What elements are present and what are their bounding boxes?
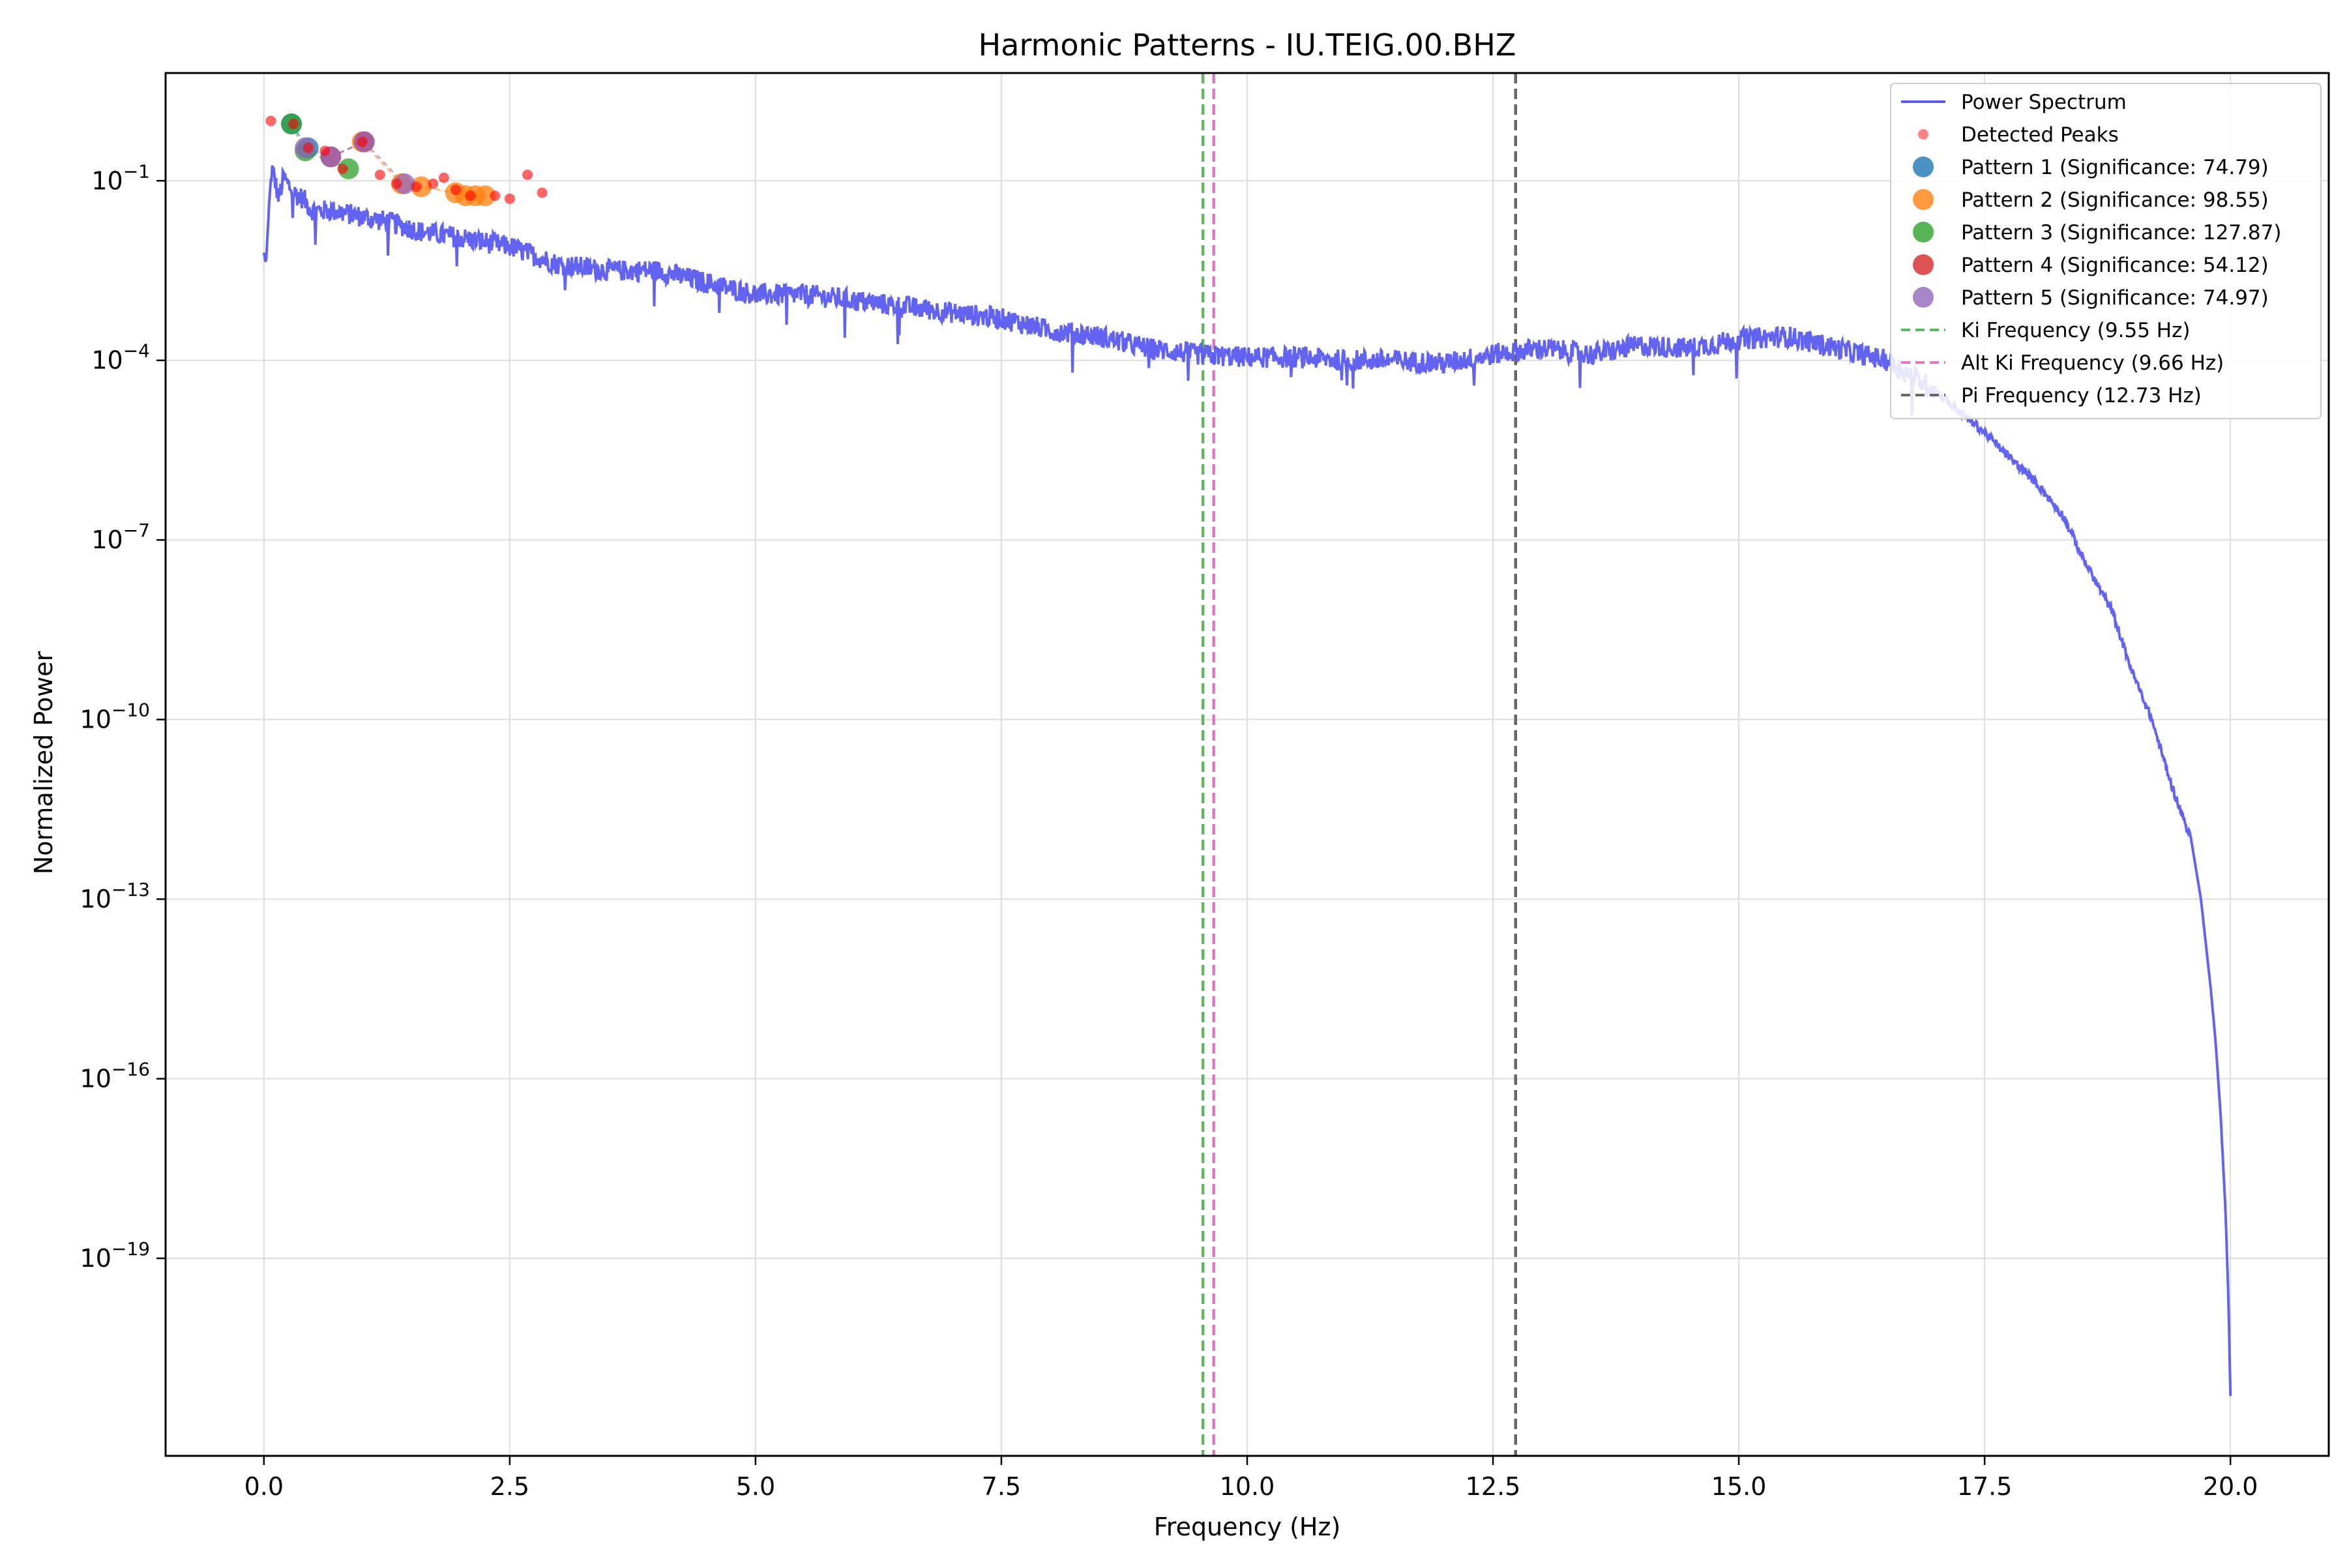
detected-peak-marker bbox=[265, 115, 276, 126]
detected-peak-marker bbox=[391, 178, 402, 189]
legend: Power Spectrum Detected Peaks Pattern 1 (S… bbox=[1890, 83, 2322, 419]
x-tick-label: 0.0 bbox=[244, 1472, 284, 1501]
x-tick-label: 12.5 bbox=[1466, 1472, 1521, 1501]
legend-swatch bbox=[1913, 254, 1934, 275]
detected-peak-marker bbox=[357, 136, 368, 147]
legend-label: Pattern 3 (Significance: 127.87) bbox=[1961, 221, 2281, 244]
y-tick-label: 10−4 bbox=[91, 340, 150, 375]
detected-peak-marker bbox=[465, 190, 476, 201]
legend-swatch bbox=[1913, 287, 1934, 308]
legend-label: Pattern 1 (Significance: 74.79) bbox=[1961, 156, 2269, 179]
x-tick-label: 20.0 bbox=[2203, 1472, 2258, 1501]
detected-peak-marker bbox=[319, 145, 331, 156]
chart-title: Harmonic Patterns - IU.TEIG.00.BHZ bbox=[979, 27, 1516, 63]
y-tick-label: 10−19 bbox=[80, 1238, 150, 1273]
legend-swatch bbox=[1918, 129, 1928, 140]
x-tick-label: 7.5 bbox=[982, 1472, 1021, 1501]
legend-label: Pi Frequency (12.73 Hz) bbox=[1961, 384, 2202, 407]
legend-label: Ki Frequency (9.55 Hz) bbox=[1961, 319, 2190, 342]
y-axis-ticks: 10−1 10−4 10−7 10−10 10−13 10−16 10−19 bbox=[80, 160, 166, 1273]
detected-peak-marker bbox=[428, 178, 439, 189]
y-tick-label: 10−10 bbox=[80, 700, 150, 734]
detected-peak-marker bbox=[288, 119, 299, 130]
x-tick-label: 2.5 bbox=[490, 1472, 529, 1501]
legend-swatch bbox=[1913, 222, 1934, 243]
legend-label: Pattern 2 (Significance: 98.55) bbox=[1961, 188, 2269, 212]
detected-peak-marker bbox=[303, 142, 314, 153]
x-axis-ticks: 0.0 2.5 5.0 7.5 10.0 12.5 15.0 17.5 20.0 bbox=[244, 1456, 2258, 1501]
y-tick-label: 10−7 bbox=[91, 520, 150, 554]
detected-peak-marker bbox=[411, 181, 422, 192]
legend-label: Detected Peaks bbox=[1961, 123, 2119, 147]
y-tick-label: 10−1 bbox=[91, 160, 150, 195]
x-tick-label: 15.0 bbox=[1711, 1472, 1767, 1501]
markers-layer bbox=[265, 113, 548, 207]
detected-peak-marker bbox=[537, 187, 548, 198]
y-tick-label: 10−13 bbox=[80, 879, 150, 913]
x-tick-label: 17.5 bbox=[1957, 1472, 2013, 1501]
pattern-3-marker bbox=[338, 158, 359, 179]
detected-peak-marker bbox=[504, 193, 515, 204]
detected-peak-marker bbox=[438, 172, 449, 183]
x-tick-label: 5.0 bbox=[736, 1472, 775, 1501]
detected-peak-marker bbox=[522, 170, 533, 181]
x-tick-label: 10.0 bbox=[1220, 1472, 1275, 1501]
legend-label: Power Spectrum bbox=[1961, 91, 2127, 114]
detected-peak-marker bbox=[490, 190, 501, 201]
detected-peak-marker bbox=[450, 185, 461, 196]
legend-swatch bbox=[1913, 156, 1934, 177]
detected-peak-marker bbox=[374, 170, 385, 181]
legend-box bbox=[1890, 83, 2322, 419]
reference-lines bbox=[1201, 73, 1517, 1456]
legend-label: Alt Ki Frequency (9.66 Hz) bbox=[1961, 351, 2224, 375]
y-tick-label: 10−16 bbox=[80, 1059, 150, 1093]
legend-label: Pattern 4 (Significance: 54.12) bbox=[1961, 254, 2269, 277]
detected-peak-marker bbox=[337, 163, 348, 174]
pattern-connector bbox=[304, 140, 406, 185]
x-axis-label: Frequency (Hz) bbox=[1154, 1513, 1341, 1541]
pattern-2-marker bbox=[475, 185, 496, 207]
legend-label: Pattern 5 (Significance: 74.97) bbox=[1961, 286, 2269, 310]
legend-swatch bbox=[1913, 189, 1934, 210]
y-axis-label: Normalized Power bbox=[29, 651, 58, 874]
pattern-5-marker bbox=[394, 173, 415, 194]
